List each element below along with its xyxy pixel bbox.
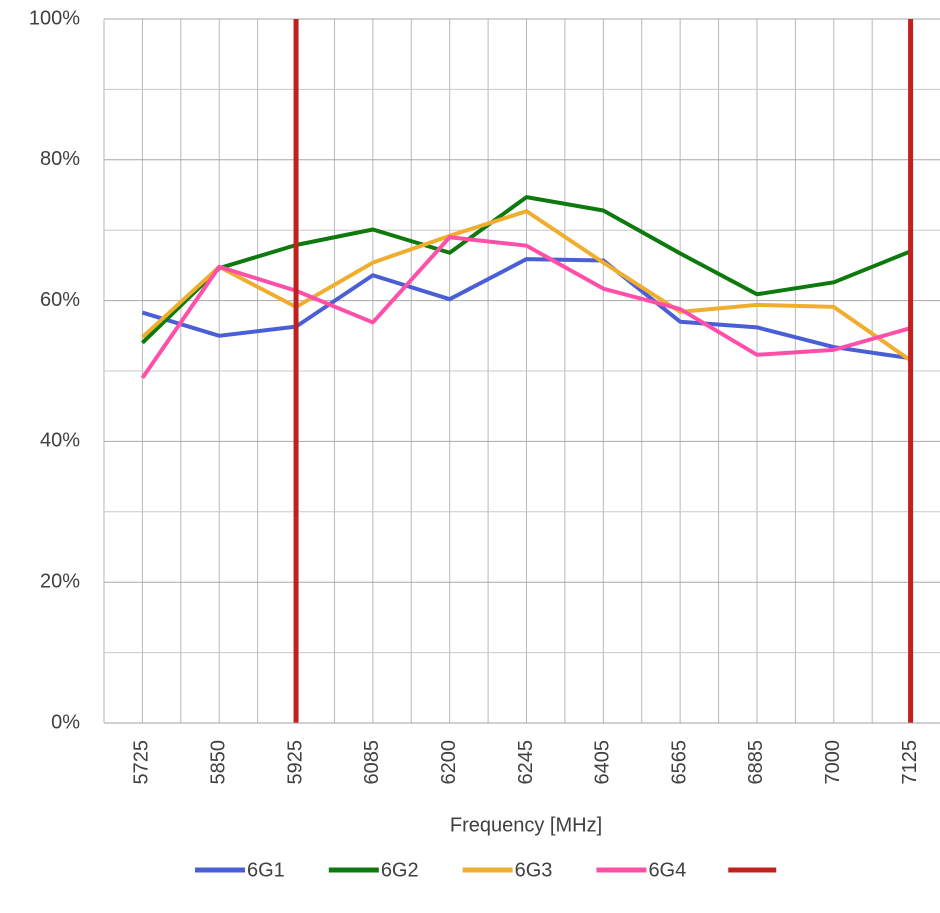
- x-tick-label: 5850: [208, 740, 230, 785]
- x-tick-label: 5725: [131, 740, 153, 785]
- x-tick-label: 5925: [284, 740, 306, 785]
- x-tick-label: 6200: [438, 740, 460, 785]
- x-tick-label: 6885: [745, 740, 767, 785]
- x-tick-label: 6405: [592, 740, 614, 785]
- x-tick-label: 6245: [515, 740, 537, 785]
- y-tick-label: 0%: [51, 711, 80, 733]
- series-line: [141, 195, 912, 345]
- series-line: [141, 257, 911, 361]
- y-tick-label: 100%: [29, 7, 80, 29]
- legend-label: 6G4: [648, 859, 686, 881]
- legend-label: 6G2: [381, 859, 419, 881]
- x-tick-label: 6565: [668, 740, 690, 785]
- series-line: [141, 209, 912, 363]
- y-tick-label: 40%: [40, 430, 80, 452]
- y-tick-label: 20%: [40, 570, 80, 592]
- series-line: [140, 235, 912, 380]
- legend-label: 6G1: [247, 859, 285, 881]
- y-tick-label: 80%: [40, 148, 80, 170]
- y-tick-label: 60%: [40, 289, 80, 311]
- x-axis-title: Frequency [MHz]: [450, 814, 602, 836]
- x-tick-label: 6085: [361, 740, 383, 785]
- x-tick-label: 7000: [822, 740, 844, 785]
- legend-label: 6G3: [515, 859, 553, 881]
- x-tick-label: 7125: [899, 740, 921, 785]
